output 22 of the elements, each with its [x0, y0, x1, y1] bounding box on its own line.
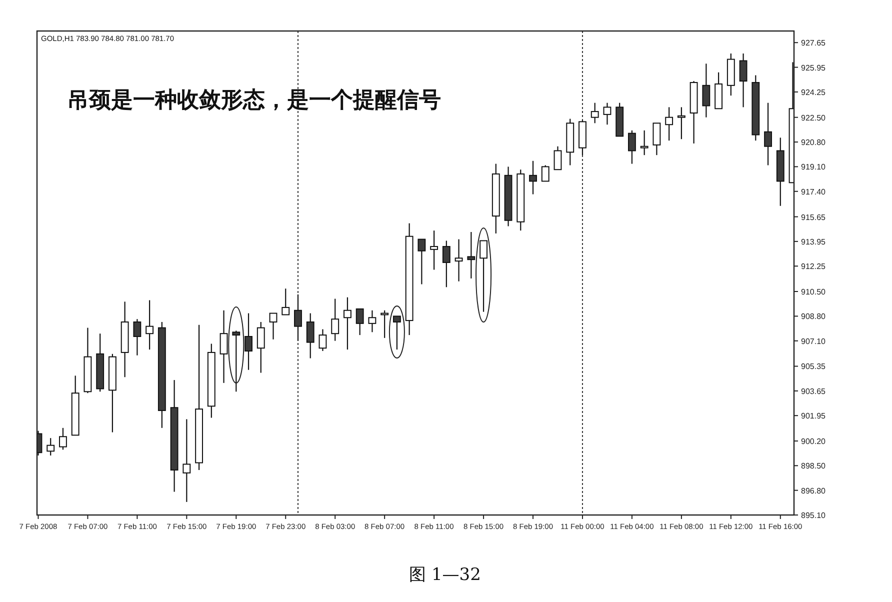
y-tick-label: 900.20	[801, 436, 826, 446]
y-tick-label: 908.80	[801, 312, 826, 322]
y-tick-label: 927.65	[801, 38, 826, 48]
y-tick-label: 915.65	[801, 212, 826, 222]
y-tick-label: 901.95	[801, 412, 826, 421]
y-tick-label: 912.25	[801, 262, 826, 272]
y-tick-label: 910.50	[801, 288, 826, 297]
caption: 图 1—32	[409, 565, 481, 585]
y-tick-label: 913.95	[801, 237, 826, 246]
y-tick-label: 898.50	[801, 462, 826, 471]
y-tick-label: 917.40	[801, 187, 826, 196]
y-tick-label: 924.25	[801, 88, 826, 97]
y-tick-label: 925.95	[801, 63, 826, 72]
y-tick-label: 922.50	[801, 113, 826, 122]
y-tick-label: 907.10	[801, 336, 826, 346]
y-tick-label: 905.35	[801, 362, 826, 372]
y-tick-label: 920.80	[801, 138, 826, 148]
y-tick-label: 895.10	[801, 511, 826, 520]
y-tick-label: 903.65	[801, 386, 826, 396]
annotation: 吊颈是一种收敛形态，是一个提醒信号	[67, 87, 441, 113]
y-tick-label: 919.10	[801, 162, 826, 172]
y-tick-label: 896.80	[801, 486, 826, 496]
